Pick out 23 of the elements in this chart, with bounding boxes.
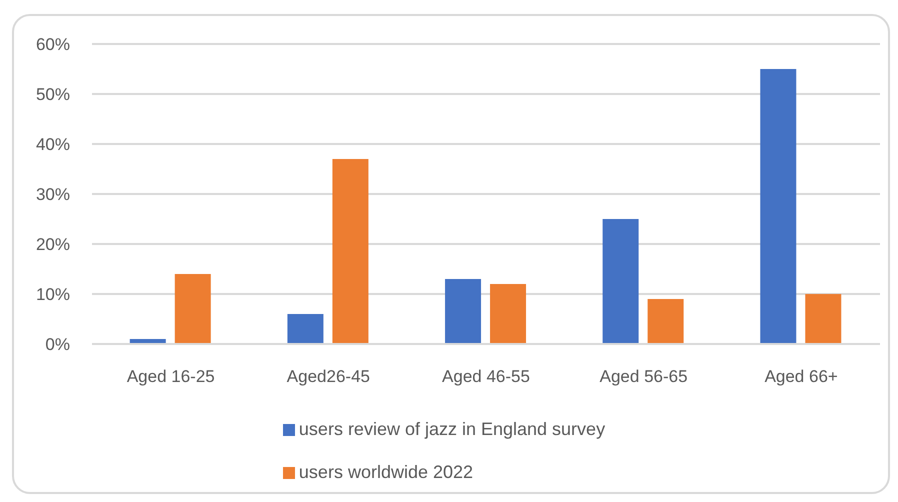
x-tick-label: Aged26-45 (286, 367, 370, 386)
bar (602, 219, 639, 344)
bar (805, 294, 842, 344)
y-tick-label: 10% (36, 285, 70, 304)
bar (648, 299, 684, 344)
legend-label: users worldwide 2022 (298, 462, 474, 482)
bar (174, 274, 211, 344)
x-tick-label: Aged 46-55 (442, 367, 530, 386)
y-tick-label: 50% (36, 85, 70, 104)
y-tick-label: 20% (36, 235, 70, 254)
x-tick-label: Aged 66+ (764, 367, 838, 386)
y-tick-label: 60% (36, 35, 70, 54)
bar (760, 69, 796, 344)
bar (332, 159, 368, 344)
legend-label: users review of jazz in England survey (298, 419, 606, 439)
y-tick-label: 0% (45, 335, 70, 354)
bar (287, 314, 324, 344)
bar (490, 284, 526, 344)
y-tick-label: 30% (36, 185, 70, 204)
x-tick-label: Aged 16-25 (126, 367, 215, 386)
x-tick-label: Aged 56-65 (600, 367, 688, 386)
bar (445, 279, 482, 344)
y-tick-label: 40% (36, 135, 70, 154)
